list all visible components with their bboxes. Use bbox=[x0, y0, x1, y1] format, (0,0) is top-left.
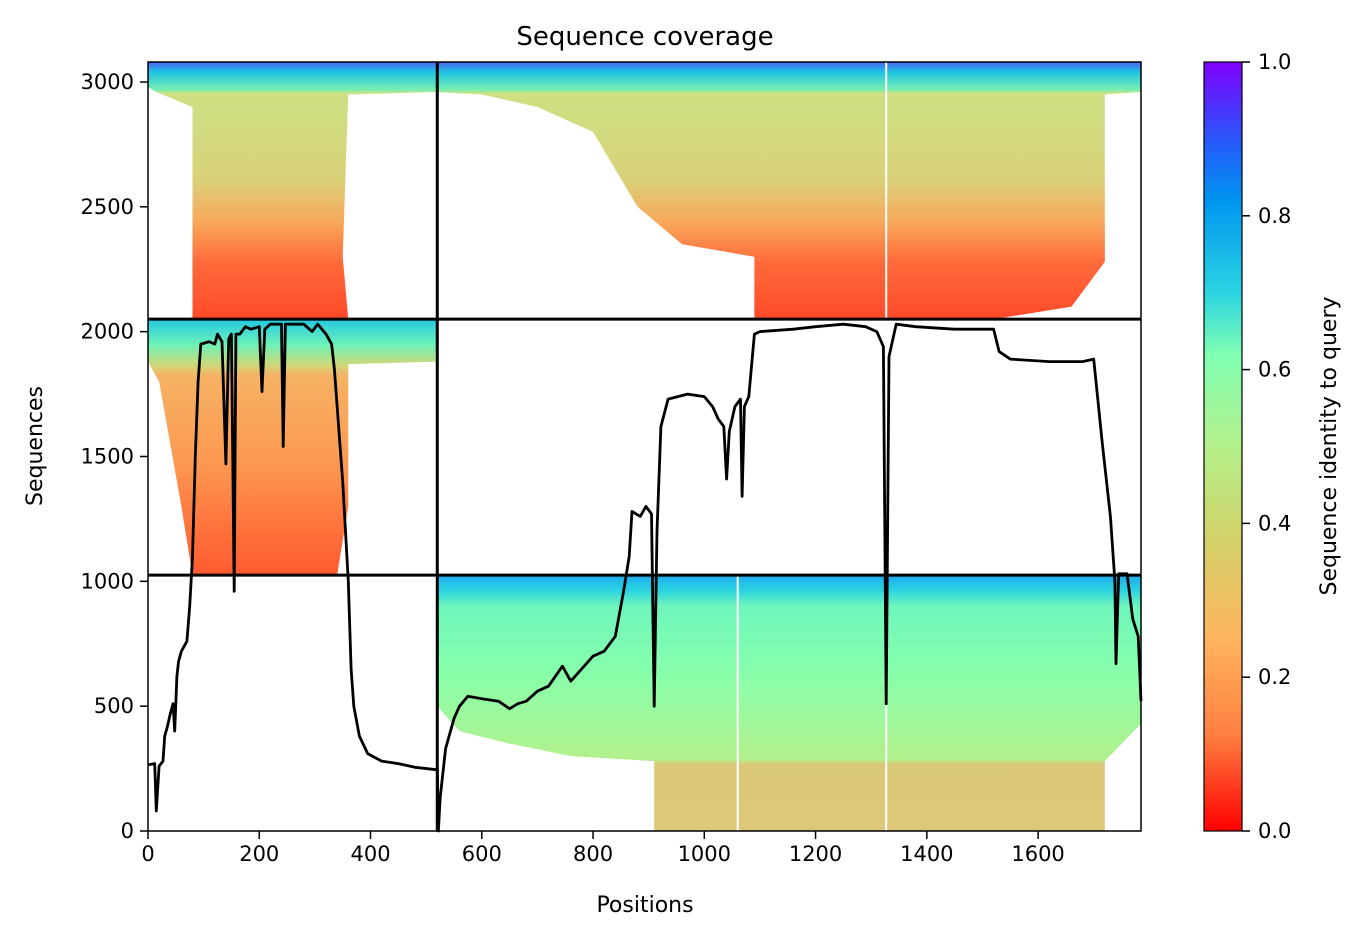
axes: 0 200 400 600 800 1000 1200 1400 1600 0 500 1000 150… bbox=[81, 61, 1142, 866]
x-tick-label: 0 bbox=[141, 842, 154, 866]
colorbar-label: Sequence identity to query bbox=[1317, 296, 1342, 595]
plot-area bbox=[147, 62, 1143, 833]
y-tick-label: 500 bbox=[94, 694, 134, 718]
colorbar-tick-label: 0.0 bbox=[1258, 819, 1291, 843]
colorbar-tick-label: 0.6 bbox=[1258, 358, 1291, 382]
chart-title: Sequence coverage bbox=[516, 22, 773, 52]
plot-frame bbox=[147, 61, 1142, 832]
colorbar-gradient bbox=[1203, 61, 1243, 832]
coverage-block-middle-left bbox=[148, 319, 438, 576]
x-tick-label: 800 bbox=[573, 842, 613, 866]
y-tick-label: 1500 bbox=[81, 444, 134, 468]
coverage-block-top-right bbox=[437, 62, 1141, 320]
y-tick-label: 3000 bbox=[81, 70, 134, 94]
colorbar-tick-label: 1.0 bbox=[1258, 50, 1291, 74]
x-axis-title: Positions bbox=[596, 893, 693, 918]
x-tick-label: 1000 bbox=[678, 842, 731, 866]
x-tick-label: 600 bbox=[462, 842, 502, 866]
y-tick-label: 1000 bbox=[81, 569, 134, 593]
y-tick-label: 2500 bbox=[81, 195, 134, 219]
y-tick-label: 2000 bbox=[81, 320, 134, 344]
x-tick-label: 1600 bbox=[1011, 842, 1064, 866]
colorbar-tick-label: 0.2 bbox=[1258, 665, 1291, 689]
coverage-line bbox=[147, 322, 1143, 833]
y-axis-title: Sequences bbox=[23, 386, 48, 506]
colorbar: Sequence identity to query 0.0 0.2 0.4 0.6 0… bbox=[1203, 50, 1342, 843]
x-tick-label: 400 bbox=[350, 842, 390, 866]
coverage-block-bottom-right bbox=[437, 575, 1141, 831]
coverage-block-top-left bbox=[148, 62, 438, 320]
colorbar-tick-label: 0.4 bbox=[1258, 511, 1291, 535]
x-tick-label: 1400 bbox=[900, 842, 953, 866]
x-tick-label: 1200 bbox=[789, 842, 842, 866]
x-tick-label: 200 bbox=[239, 842, 279, 866]
colorbar-tick-label: 0.8 bbox=[1258, 204, 1291, 228]
y-tick-label: 0 bbox=[121, 819, 134, 843]
